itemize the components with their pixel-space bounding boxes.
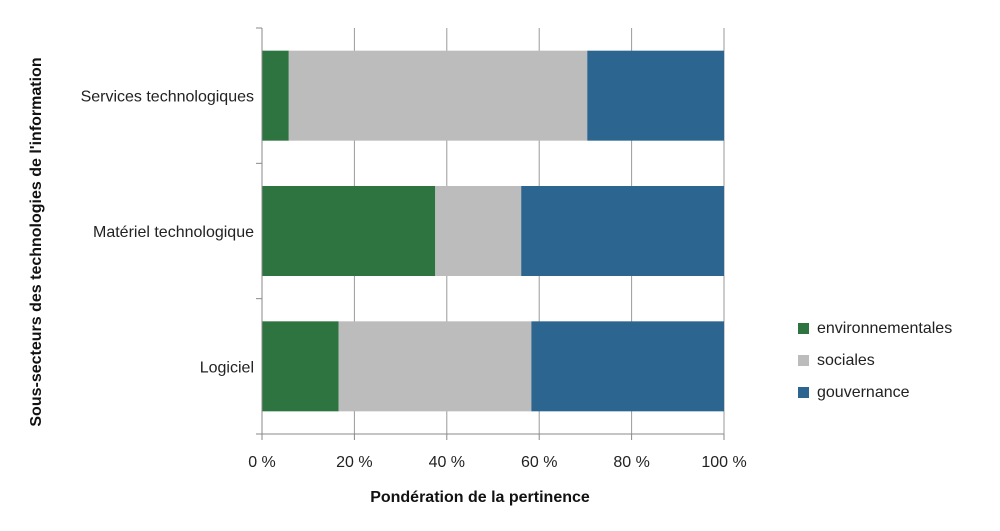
legend-swatch xyxy=(798,387,809,398)
bar-segment-environnementales xyxy=(262,186,436,276)
bar-segment-sociales xyxy=(288,50,588,141)
bar-segment-environnementales xyxy=(262,50,289,141)
bar-segment-environnementales xyxy=(262,321,339,412)
legend-label: gouvernance xyxy=(817,384,910,401)
legend: environnementales sociales gouvernance xyxy=(798,320,952,401)
legend-label: environnementales xyxy=(817,320,952,337)
x-tick-label: 0 % xyxy=(248,454,276,471)
bar-segment-sociales xyxy=(338,321,532,412)
legend-swatch xyxy=(798,323,809,334)
x-axis-title: Pondération de la pertinence xyxy=(370,489,590,506)
legend-swatch xyxy=(798,355,809,366)
axes: 0 % 20 % 40 % 60 % 80 % 100 % Services technol… xyxy=(81,27,747,471)
x-tick-label: 20 % xyxy=(336,454,372,471)
y-category-label: Services technologiques xyxy=(81,89,254,106)
bar-segment-gouvernance xyxy=(587,50,724,141)
x-tick-label: 80 % xyxy=(613,454,649,471)
bar-segment-gouvernance xyxy=(521,186,724,276)
bar-segment-sociales xyxy=(435,186,522,276)
x-tick-label: 100 % xyxy=(701,454,746,471)
y-category-label: Matériel technologique xyxy=(93,224,254,241)
bars xyxy=(262,50,724,412)
y-axis-title: Sous-secteurs des technologies de l'info… xyxy=(28,57,45,426)
x-tick-label: 60 % xyxy=(521,454,557,471)
x-tick-label: 40 % xyxy=(429,454,465,471)
y-category-label: Logiciel xyxy=(200,359,254,376)
bar-segment-gouvernance xyxy=(531,321,724,412)
legend-label: sociales xyxy=(817,352,875,369)
